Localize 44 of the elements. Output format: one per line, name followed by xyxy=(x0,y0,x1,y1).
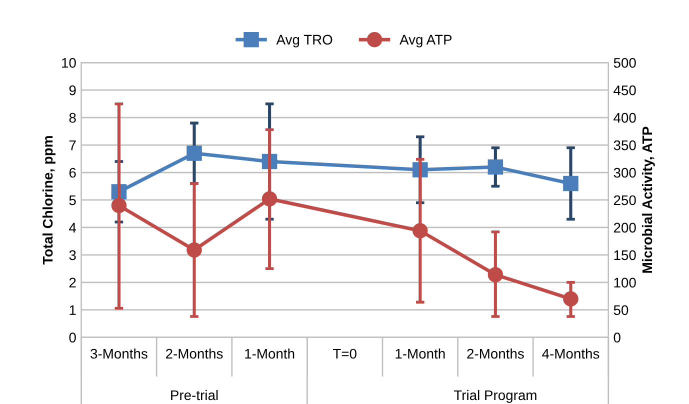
point xyxy=(488,267,504,282)
text: Pre-trial xyxy=(171,390,218,400)
x-tick-label: T=0 xyxy=(333,348,356,359)
y-tick-label: 9 xyxy=(69,85,76,96)
legend-label: Avg TRO xyxy=(276,34,332,48)
x-tick-label: 1-Month xyxy=(396,348,445,359)
y-tick-label: 1 xyxy=(70,305,76,315)
y-axis-title: Total Chlorine, ppm xyxy=(42,136,56,265)
y2-tick-label: 500 xyxy=(614,58,636,68)
y2-tick-label: 300 xyxy=(614,168,636,178)
legend-label: Avg ATP xyxy=(400,34,452,48)
y-tick-label: 10 xyxy=(62,58,76,68)
y-tick-label: 4 xyxy=(69,222,76,232)
y2-tick-label: 350 xyxy=(614,140,636,150)
y2-axis-title: Microbial Activity, ATP xyxy=(642,126,655,273)
point xyxy=(563,176,578,192)
y-tick-label: 0 xyxy=(69,332,76,343)
y2-tick-label: 100 xyxy=(614,278,636,288)
x-tick-label: 2-Months xyxy=(166,348,223,359)
y-tick-label: 5 xyxy=(69,195,76,206)
point xyxy=(186,242,202,258)
x-tick-label: 2-Months xyxy=(467,348,524,359)
x-tick-label: 4-Months xyxy=(542,348,600,359)
point xyxy=(111,198,127,214)
y2-tick-label: 200 xyxy=(614,222,636,233)
point xyxy=(186,146,202,161)
point xyxy=(488,159,504,175)
y2-tick-label: 250 xyxy=(614,195,636,206)
point xyxy=(412,223,428,238)
text: Trial Program xyxy=(454,390,536,403)
y-tick-label: 6 xyxy=(69,168,76,178)
y2-tick-label: 400 xyxy=(614,112,636,123)
y-tick-label: 2 xyxy=(69,278,76,288)
y2-tick-label: 450 xyxy=(614,85,636,96)
point xyxy=(563,291,578,307)
point xyxy=(262,191,278,207)
y-tick-label: 3 xyxy=(69,250,76,260)
x-tick-label: 1-Month xyxy=(245,348,294,359)
x-tick-label: 3-Months xyxy=(90,348,148,359)
y2-tick-label: 0 xyxy=(614,332,620,343)
y-tick-label: 7 xyxy=(69,140,76,150)
y2-tick-label: 150 xyxy=(614,250,636,260)
y-tick-label: 8 xyxy=(69,112,76,123)
y2-tick-label: 50 xyxy=(614,305,628,316)
